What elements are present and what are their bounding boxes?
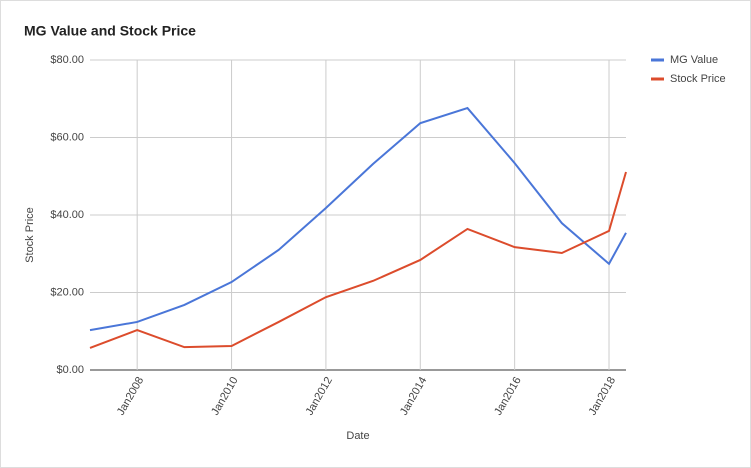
chart-title: MG Value and Stock Price [24,23,196,39]
series-line [89,106,627,332]
series-line [89,171,627,349]
x-axis-title: Date [346,430,369,442]
y-tick-label: $20.00 [50,286,84,298]
y-tick-label: $60.00 [50,131,84,143]
y-tick-label: $0.00 [56,364,84,376]
y-tick-label: $80.00 [50,54,84,66]
legend-label: Stock Price [670,73,726,85]
legend-label: MG Value [670,54,718,66]
y-tick-label: $40.00 [50,209,84,221]
y-axis-title: Stock Price [24,207,36,263]
